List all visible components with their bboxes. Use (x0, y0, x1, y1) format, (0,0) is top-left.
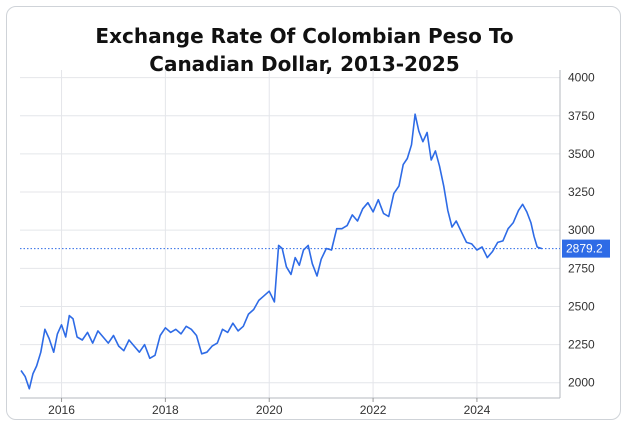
chart-frame (6, 6, 621, 420)
x-tick-label: 2016 (48, 403, 75, 417)
x-tick-label: 2020 (256, 403, 283, 417)
last-value-badge (562, 239, 610, 258)
y-tick-label: 4000 (568, 71, 595, 85)
series-layer (20, 113, 543, 390)
y-tick-label: 2750 (568, 261, 595, 275)
axes (20, 70, 561, 399)
y-tick-label: 3750 (568, 109, 595, 123)
y-tick-label: 3500 (568, 147, 595, 161)
last-value-layer: 2879.2 (20, 239, 610, 258)
y-tick-label: 2250 (568, 338, 595, 352)
x-tick-label: 2022 (360, 403, 387, 417)
chart-title-line-1: Exchange Rate Of Colombian Peso To (95, 24, 514, 48)
y-tick-label: 3000 (568, 223, 595, 237)
x-tick-label: 2024 (464, 403, 491, 417)
series-line-cop-cad (20, 113, 543, 390)
x-axis-ticks: 2016 2018 2020 2022 2024 (48, 398, 491, 417)
chart-title-line-2: Canadian Dollar, 2013-2025 (149, 52, 460, 76)
y-tick-label: 2000 (568, 376, 595, 390)
last-value-label: 2879.2 (566, 242, 603, 256)
y-axis-ticks: 2000 2250 2500 2750 3000 3250 3500 3750 4000 (568, 71, 595, 390)
y-tick-label: 2500 (568, 299, 595, 313)
y-tick-label: 3250 (568, 185, 595, 199)
chart-title: Exchange Rate Of Colombian Peso To Canad… (0, 22, 609, 78)
x-tick-label: 2018 (152, 403, 179, 417)
grid-lines (20, 70, 560, 398)
